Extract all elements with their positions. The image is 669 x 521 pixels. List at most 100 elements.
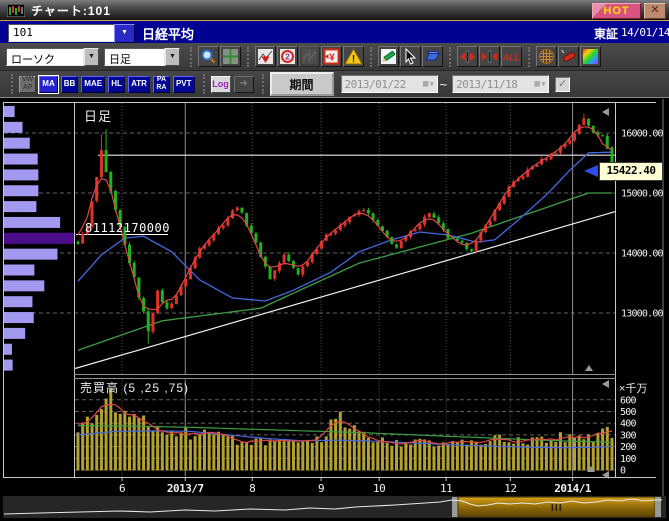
- scroll-arrow[interactable]: [587, 466, 595, 472]
- volume-bar: [596, 433, 600, 471]
- volume-profile-bar: [4, 153, 38, 165]
- compare-arrow-button[interactable]: ➜: [233, 75, 254, 93]
- candle: [498, 203, 502, 211]
- chart-type-value[interactable]: ローソク: [6, 47, 84, 66]
- cursor-icon[interactable]: [400, 46, 421, 67]
- svg-text:14000.00: 14000.00: [621, 249, 664, 260]
- volume-bar: [85, 416, 89, 471]
- chart-settings-icon[interactable]: [299, 46, 320, 67]
- firecracker-icon[interactable]: [558, 46, 579, 67]
- hot-button[interactable]: HOT: [592, 3, 641, 19]
- period-button[interactable]: 期間: [269, 72, 334, 96]
- indicator-button-bb[interactable]: BB: [60, 75, 79, 93]
- period-from-field[interactable]: 2013/01/22 ▦ ▼: [340, 75, 438, 93]
- indicator-button-pvt[interactable]: PVT: [172, 75, 195, 93]
- indicator-button-atr[interactable]: ATR: [128, 75, 150, 93]
- volume-unit-label: ×千万: [619, 383, 648, 395]
- period-to-field[interactable]: 2013/11/18 ▦ ▼: [452, 75, 550, 93]
- volume-bar: [76, 432, 80, 471]
- app-candlestick-icon: [7, 3, 25, 17]
- timeframe-dropdown[interactable]: 日足 ▼: [104, 47, 180, 66]
- period-checkbox[interactable]: ✓: [555, 76, 571, 92]
- volume-pane-label: 売買高 (5 ,25 ,75): [80, 381, 190, 395]
- circled-2-icon[interactable]: 2: [277, 46, 298, 67]
- timeframe-dropdown-arrow[interactable]: ▼: [165, 47, 180, 66]
- rainbow-icon[interactable]: [580, 46, 601, 67]
- symbol-code-input[interactable]: 101: [8, 24, 117, 42]
- chevron-down-icon[interactable]: ▼: [429, 80, 434, 88]
- symbol-dropdown-button[interactable]: ▼: [114, 24, 135, 43]
- candle: [170, 303, 174, 309]
- indicator-button-ma[interactable]: MA: [38, 74, 59, 94]
- candle: [287, 254, 291, 261]
- zoom-icon[interactable]: [198, 46, 219, 67]
- candle: [521, 176, 525, 180]
- volume-bar: [249, 444, 253, 471]
- indicator-button-hl[interactable]: HL: [108, 75, 126, 93]
- navigator-slider-right-handle[interactable]: [655, 497, 661, 517]
- grid-icon[interactable]: [220, 46, 241, 67]
- candle: [113, 191, 117, 210]
- volume-bar: [310, 442, 314, 471]
- volume-bar: [156, 426, 160, 471]
- eraser-icon[interactable]: [422, 46, 443, 67]
- candle: [413, 229, 417, 232]
- candle: [348, 216, 352, 223]
- period-to-value[interactable]: 2013/11/18: [456, 77, 518, 91]
- candle: [334, 230, 338, 234]
- log-scale-button[interactable]: Log: [210, 75, 231, 93]
- chart-type-dropdown-arrow[interactable]: ▼: [84, 47, 99, 66]
- timeframe-value[interactable]: 日足: [104, 47, 165, 66]
- volume-bar: [427, 440, 431, 471]
- volume-bar: [118, 413, 122, 471]
- candle: [427, 213, 431, 218]
- quote-date: 14/01/14: [621, 26, 669, 39]
- show-all-icon[interactable]: ALL: [501, 46, 522, 67]
- chart-mark-icon[interactable]: [255, 46, 276, 67]
- candle: [179, 286, 183, 296]
- volume-bar: [282, 441, 286, 471]
- scroll-arrow[interactable]: [602, 380, 609, 388]
- close-button[interactable]: ✕: [644, 3, 666, 19]
- volume-bar: [254, 438, 258, 471]
- candle: [156, 290, 160, 313]
- expand-bars-icon[interactable]: [457, 46, 478, 67]
- volume-bar: [174, 436, 178, 471]
- candle: [437, 217, 441, 224]
- candle: [385, 230, 389, 237]
- calendar-icon[interactable]: ▦: [534, 79, 540, 89]
- shrink-bars-icon[interactable]: [479, 46, 500, 67]
- svg-text:11: 11: [440, 482, 452, 495]
- indicator-button-para[interactable]: PA RA: [152, 75, 170, 93]
- candle: [109, 171, 113, 192]
- volume-bar: [95, 414, 99, 471]
- svg-text:500: 500: [620, 407, 636, 418]
- volume-bar: [521, 443, 525, 471]
- calendar-icon[interactable]: ▦: [422, 79, 428, 89]
- indicator-button-mae[interactable]: MAE: [81, 75, 106, 93]
- volume-bar: [212, 434, 216, 471]
- scroll-arrow[interactable]: [602, 108, 609, 116]
- chevron-down-icon[interactable]: ▼: [541, 80, 546, 88]
- candle: [418, 224, 422, 230]
- mesh-icon[interactable]: [536, 46, 557, 67]
- volume-bar: [338, 411, 342, 471]
- candle: [174, 295, 178, 304]
- navigator-slider-left-handle[interactable]: [452, 497, 458, 517]
- trendline[interactable]: [75, 211, 616, 370]
- pencil-icon[interactable]: [378, 46, 399, 67]
- scroll-arrow[interactable]: [585, 365, 593, 371]
- volume-bar: [441, 442, 445, 471]
- scroll-arrow[interactable]: [602, 471, 609, 479]
- chart-plot-area[interactable]: 16000.00 15000.00 14000.00 13000.00 60050040…: [0, 98, 669, 521]
- volume-bar: [512, 443, 516, 471]
- volume-bar: [395, 440, 399, 471]
- yen-scale-icon[interactable]: ¥: [321, 46, 342, 67]
- indicator-button-vwap[interactable]: VW AP: [19, 75, 37, 93]
- volume-bar: [399, 446, 403, 471]
- period-from-value[interactable]: 2013/01/22: [344, 77, 407, 91]
- volume-bar: [554, 441, 558, 471]
- chart-type-dropdown[interactable]: ローソク ▼: [6, 47, 99, 66]
- candle: [409, 231, 413, 237]
- warning-icon[interactable]: !: [343, 46, 364, 67]
